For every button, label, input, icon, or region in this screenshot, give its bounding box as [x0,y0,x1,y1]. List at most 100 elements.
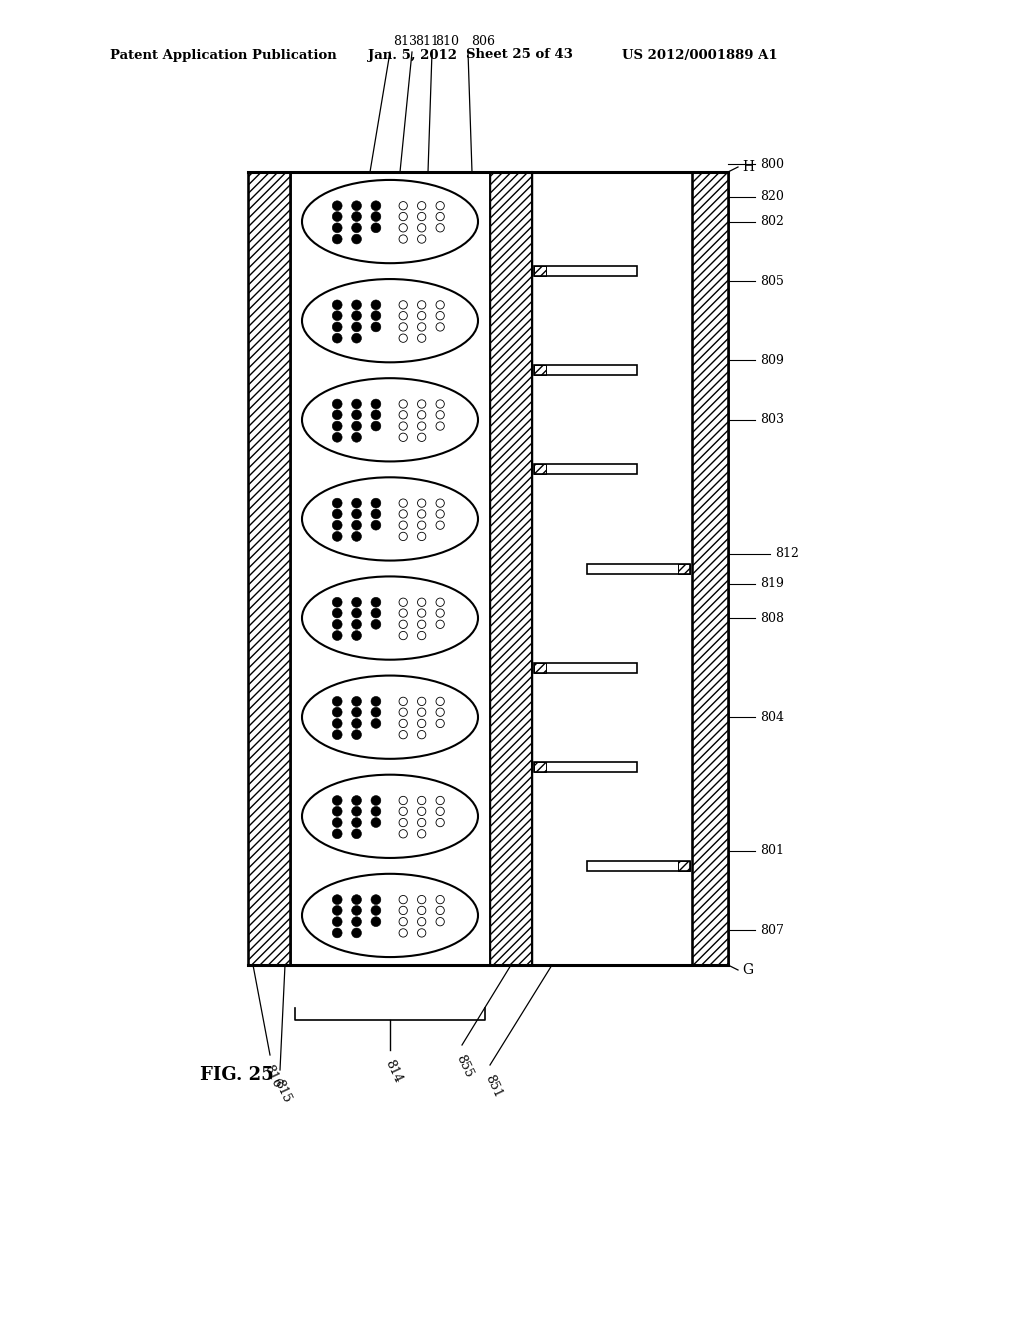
Bar [534,762,637,772]
Circle shape [399,334,408,342]
Circle shape [399,609,408,618]
Circle shape [371,796,381,805]
Circle shape [351,310,361,321]
Circle shape [399,532,408,541]
Circle shape [371,619,381,630]
Circle shape [399,301,408,309]
Text: 807: 807 [760,924,784,937]
Circle shape [418,730,426,739]
Circle shape [436,422,444,430]
Circle shape [351,619,361,630]
Circle shape [351,807,361,816]
Circle shape [436,510,444,519]
Circle shape [332,211,342,222]
Bar [248,172,290,965]
Circle shape [351,498,361,508]
Circle shape [371,520,381,531]
Circle shape [436,499,444,507]
Circle shape [399,796,408,805]
Text: 851: 851 [482,1073,504,1100]
Bar [248,172,290,965]
Circle shape [399,929,408,937]
Circle shape [351,333,361,343]
Text: 803: 803 [760,413,784,426]
Circle shape [371,598,381,607]
Circle shape [332,411,342,420]
Text: 802: 802 [760,215,784,228]
Bar [534,465,637,474]
Circle shape [418,521,426,529]
Circle shape [436,323,444,331]
Text: Patent Application Publication: Patent Application Publication [110,49,337,62]
Bar [678,861,690,871]
Text: 809: 809 [760,354,784,367]
Circle shape [351,796,361,805]
Circle shape [418,301,426,309]
Circle shape [371,201,381,211]
Circle shape [399,895,408,904]
Circle shape [418,620,426,628]
Circle shape [418,532,426,541]
Circle shape [399,235,408,243]
Circle shape [371,411,381,420]
Circle shape [399,620,408,628]
Circle shape [399,312,408,319]
Circle shape [351,697,361,706]
Circle shape [371,322,381,331]
Bar [490,172,728,965]
Circle shape [436,620,444,628]
Ellipse shape [302,279,478,362]
Circle shape [399,433,408,441]
Circle shape [332,532,342,541]
Text: 810: 810 [435,36,459,48]
Circle shape [418,830,426,838]
Circle shape [351,510,361,519]
Circle shape [436,598,444,606]
Circle shape [399,719,408,727]
Circle shape [351,928,361,937]
Circle shape [418,895,426,904]
Circle shape [351,817,361,828]
Bar [692,172,728,965]
Circle shape [371,498,381,508]
Circle shape [436,400,444,408]
Ellipse shape [302,378,478,462]
Circle shape [371,718,381,729]
Circle shape [418,609,426,618]
Text: 815: 815 [271,1078,293,1105]
Circle shape [436,301,444,309]
Circle shape [418,818,426,826]
Circle shape [371,310,381,321]
Circle shape [436,719,444,727]
Bar [534,663,637,673]
Circle shape [332,928,342,937]
Circle shape [418,807,426,816]
Text: 816: 816 [261,1063,283,1090]
Circle shape [351,421,361,430]
Circle shape [436,521,444,529]
Text: Jan. 5, 2012: Jan. 5, 2012 [368,49,457,62]
Circle shape [332,708,342,717]
Circle shape [399,807,408,816]
Circle shape [371,817,381,828]
Bar [587,861,690,871]
Circle shape [399,708,408,717]
Bar [490,172,532,965]
Circle shape [436,223,444,232]
Circle shape [418,631,426,640]
Circle shape [418,334,426,342]
Ellipse shape [302,676,478,759]
Circle shape [418,719,426,727]
Circle shape [436,796,444,805]
Circle shape [351,598,361,607]
Circle shape [371,223,381,232]
Text: 808: 808 [760,611,784,624]
Bar [534,663,546,673]
Ellipse shape [302,775,478,858]
Circle shape [436,609,444,618]
Circle shape [436,895,444,904]
Circle shape [418,312,426,319]
Circle shape [418,422,426,430]
Circle shape [332,796,342,805]
Circle shape [418,796,426,805]
